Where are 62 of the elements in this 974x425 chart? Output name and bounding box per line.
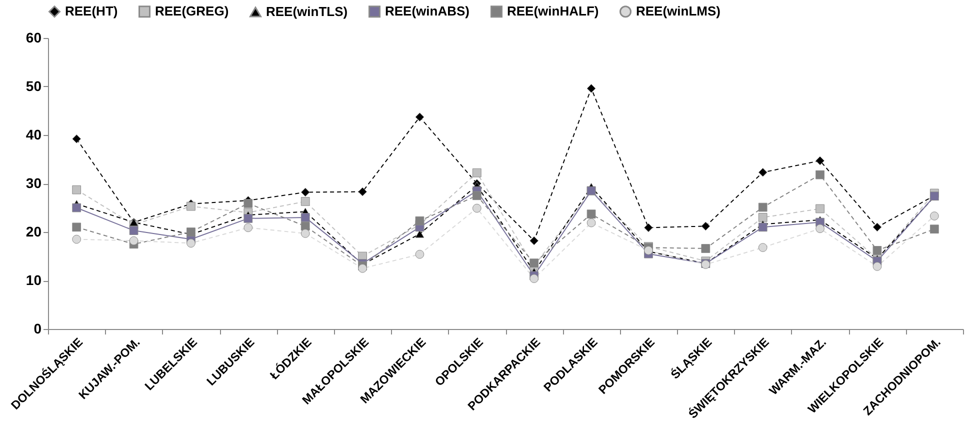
y-tick-label: 10 xyxy=(26,272,42,288)
point xyxy=(415,250,424,259)
point xyxy=(872,222,882,232)
point xyxy=(530,236,539,246)
point xyxy=(300,197,310,206)
y-tick-label: 0 xyxy=(34,320,42,336)
legend-label: REE(winLMS) xyxy=(636,4,720,19)
point xyxy=(701,244,710,253)
point xyxy=(415,230,424,238)
legend-label: REE(HT) xyxy=(65,4,118,19)
point xyxy=(586,218,596,228)
point xyxy=(358,187,367,196)
point xyxy=(186,202,196,211)
point xyxy=(872,262,882,271)
point xyxy=(586,84,596,93)
point xyxy=(816,156,824,166)
point xyxy=(186,228,196,236)
point xyxy=(530,274,539,283)
point xyxy=(72,134,82,144)
point xyxy=(358,264,367,273)
point xyxy=(415,112,424,122)
point xyxy=(300,213,310,222)
point xyxy=(244,214,253,223)
point xyxy=(758,168,768,177)
point xyxy=(472,191,482,200)
point xyxy=(472,204,482,213)
legend-label: REE(winABS) xyxy=(385,4,470,19)
point xyxy=(872,246,882,255)
point xyxy=(244,198,253,208)
point xyxy=(186,238,196,248)
point xyxy=(758,213,768,222)
point xyxy=(816,224,824,234)
point xyxy=(758,243,768,252)
point xyxy=(72,185,82,194)
point xyxy=(244,223,253,232)
point xyxy=(816,204,824,214)
point xyxy=(816,170,824,180)
point xyxy=(72,203,82,212)
legend-label: REE(GREG) xyxy=(155,4,229,19)
point xyxy=(644,223,653,232)
point xyxy=(758,202,768,212)
point xyxy=(129,226,138,235)
point xyxy=(930,212,939,220)
legend-label: REE(winTLS) xyxy=(266,4,348,19)
y-tick-label: 50 xyxy=(26,78,42,94)
y-tick-label: 40 xyxy=(26,126,42,142)
point xyxy=(72,234,82,244)
point xyxy=(586,210,596,218)
y-tick-label: 30 xyxy=(26,175,42,191)
point xyxy=(415,216,424,226)
point xyxy=(758,222,768,232)
point xyxy=(930,224,939,234)
point xyxy=(472,168,482,178)
point xyxy=(530,258,539,268)
point xyxy=(129,236,138,246)
point xyxy=(300,188,310,197)
y-tick-label: 60 xyxy=(26,30,42,46)
point xyxy=(701,222,710,231)
point xyxy=(300,229,310,238)
legend-label: REE(winHALF) xyxy=(507,4,599,19)
point xyxy=(72,222,82,232)
y-tick-label: 20 xyxy=(26,224,42,240)
